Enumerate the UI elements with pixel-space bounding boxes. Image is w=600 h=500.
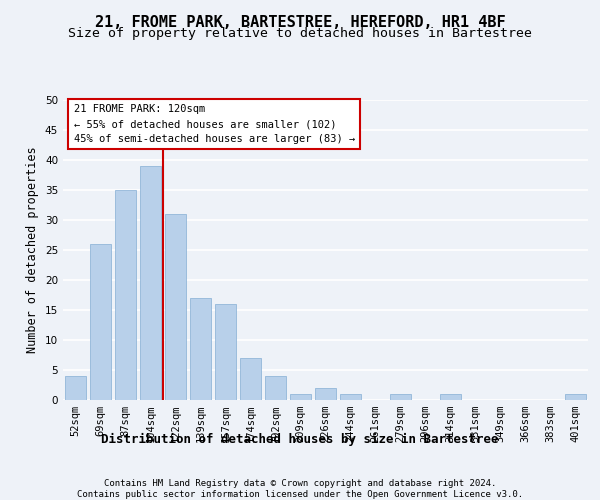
Text: 21, FROME PARK, BARTESTREE, HEREFORD, HR1 4BF: 21, FROME PARK, BARTESTREE, HEREFORD, HR…	[95, 15, 505, 30]
Bar	[65, 376, 86, 400]
Bar	[240, 358, 261, 400]
Bar	[315, 388, 336, 400]
Bar	[340, 394, 361, 400]
Bar	[90, 244, 111, 400]
Text: 21 FROME PARK: 120sqm
← 55% of detached houses are smaller (102)
45% of semi-det: 21 FROME PARK: 120sqm ← 55% of detached …	[74, 104, 355, 144]
Bar	[165, 214, 186, 400]
Text: Size of property relative to detached houses in Bartestree: Size of property relative to detached ho…	[68, 28, 532, 40]
Text: Contains HM Land Registry data © Crown copyright and database right 2024.: Contains HM Land Registry data © Crown c…	[104, 479, 496, 488]
Bar	[190, 298, 211, 400]
Bar	[440, 394, 461, 400]
Bar	[265, 376, 286, 400]
Y-axis label: Number of detached properties: Number of detached properties	[26, 146, 40, 354]
Bar	[140, 166, 161, 400]
Text: Distribution of detached houses by size in Bartestree: Distribution of detached houses by size …	[101, 432, 499, 446]
Text: Contains public sector information licensed under the Open Government Licence v3: Contains public sector information licen…	[77, 490, 523, 499]
Bar	[390, 394, 411, 400]
Bar	[115, 190, 136, 400]
Bar	[215, 304, 236, 400]
Bar	[565, 394, 586, 400]
Bar	[290, 394, 311, 400]
